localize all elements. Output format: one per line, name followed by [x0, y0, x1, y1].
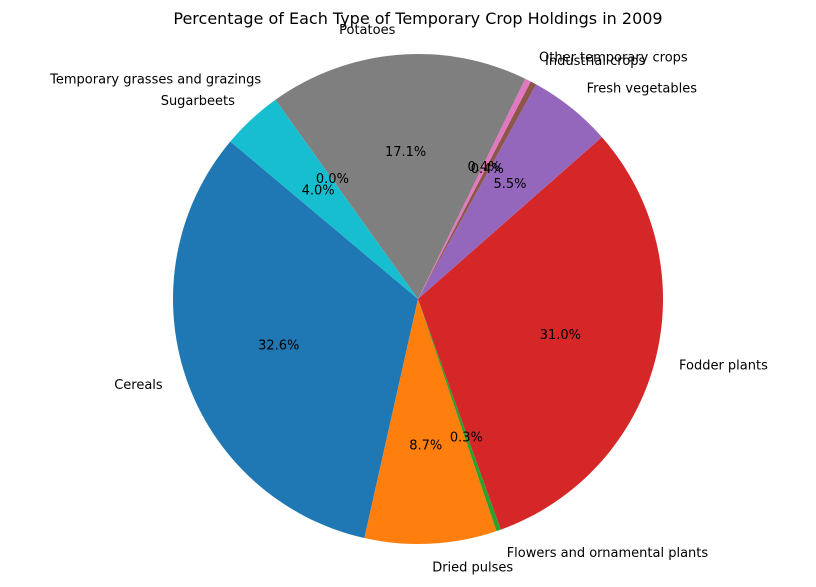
slice-industrial-crops	[418, 81, 537, 299]
slice-sugarbeets	[230, 99, 418, 299]
slice-fodder-plants	[418, 137, 663, 530]
pct-other-temporary-crops: 0.4%	[467, 160, 500, 175]
label-sugarbeets: Sugarbeets	[161, 94, 235, 109]
slice-potatoes	[275, 53, 526, 299]
pct-sugarbeets: 4.0%	[302, 184, 335, 199]
pct-fresh-vegetables: 5.5%	[493, 177, 526, 192]
pie-slices	[173, 53, 663, 544]
label-potatoes: Potatoes	[339, 23, 395, 38]
slice-dried-pulses	[364, 299, 497, 544]
slice-fresh-vegetables	[418, 84, 602, 299]
label-industrial-crops: Industrial crops	[545, 54, 646, 69]
pct-industrial-crops: 0.4%	[471, 162, 504, 177]
chart-title: Percentage of Each Type of Temporary Cro…	[173, 9, 662, 28]
label-cereals: Cereals	[114, 378, 163, 393]
label-flowers-and-ornamental-plants: Flowers and ornamental plants	[507, 546, 709, 561]
label-fresh-vegetables: Fresh vegetables	[587, 81, 698, 96]
pct-flowers-and-ornamental-plants: 0.3%	[450, 430, 483, 445]
pct-dried-pulses: 8.7%	[409, 438, 442, 453]
pct-temporary-grasses-and-grazings: 0.0%	[316, 172, 349, 187]
label-dried-pulses: Dried pulses	[432, 561, 513, 576]
label-temporary-grasses-and-grazings: Temporary grasses and grazings	[49, 72, 261, 87]
label-fodder-plants: Fodder plants	[679, 359, 768, 374]
label-other-temporary-crops: Other temporary crops	[539, 51, 688, 66]
slice-other-temporary-crops	[418, 78, 531, 299]
pct-cereals: 32.6%	[258, 339, 299, 354]
slice-flowers-and-ornamental-plants	[418, 299, 501, 532]
pie-labels: Cereals 32.6% Dried pulses 8.7% Flowers and …	[49, 23, 768, 576]
slice-cereals	[173, 141, 418, 539]
pct-fodder-plants: 31.0%	[540, 328, 581, 343]
pct-potatoes: 17.1%	[385, 145, 426, 160]
